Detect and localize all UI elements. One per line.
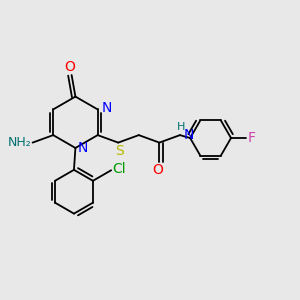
Text: H: H xyxy=(177,122,186,132)
Text: F: F xyxy=(248,131,256,145)
Text: Cl: Cl xyxy=(112,162,126,176)
Text: NH₂: NH₂ xyxy=(8,136,31,149)
Text: O: O xyxy=(65,60,76,74)
Text: O: O xyxy=(152,163,163,177)
Text: S: S xyxy=(115,144,124,158)
Text: N: N xyxy=(101,101,112,115)
Text: N: N xyxy=(78,141,88,155)
Text: N: N xyxy=(184,128,194,142)
